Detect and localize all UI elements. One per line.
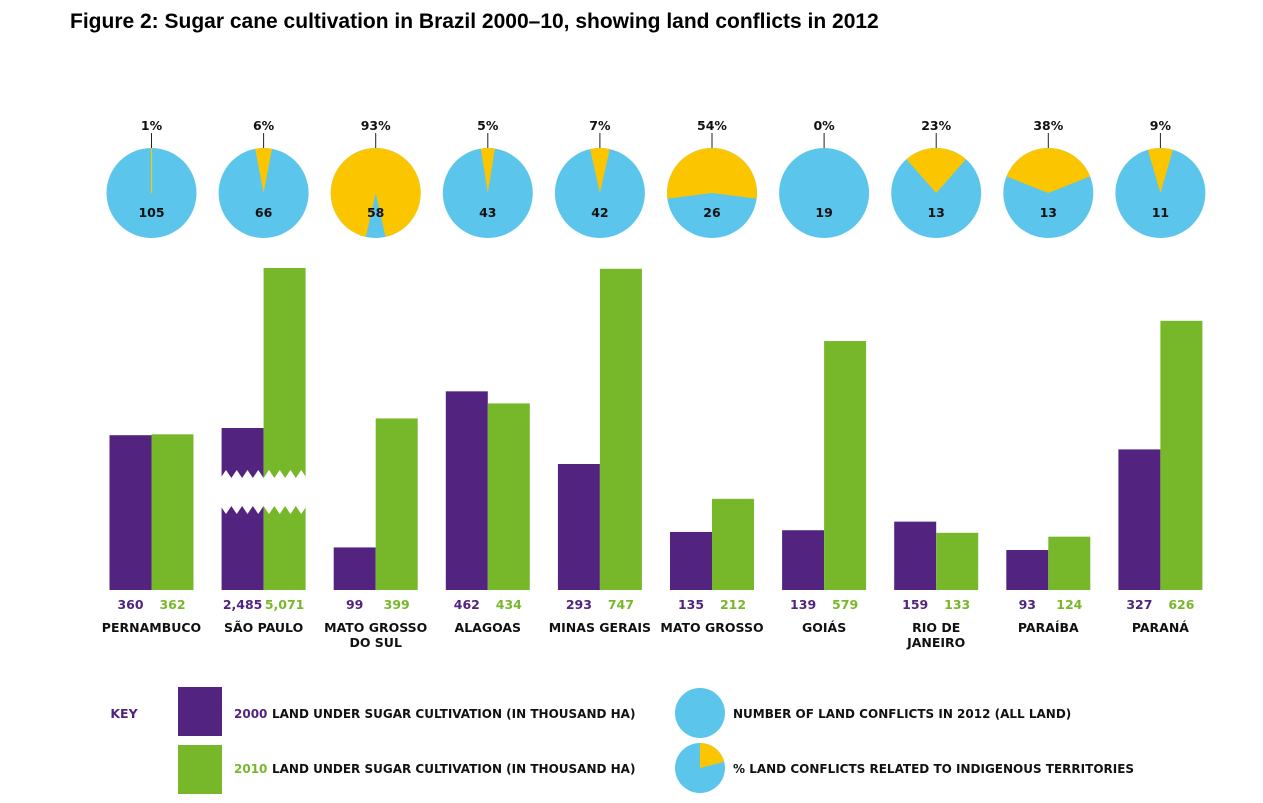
bar-2000 xyxy=(894,521,937,590)
pct-label: 7% xyxy=(589,118,611,133)
bar-2000 xyxy=(1118,449,1161,590)
value-label-2010: 399 xyxy=(384,597,410,612)
key-pie-indigenous-slice xyxy=(700,743,725,768)
category-label: JANEIRO xyxy=(906,635,965,650)
indigenous-slice xyxy=(590,147,610,193)
pct-label: 9% xyxy=(1150,118,1172,133)
category-label: RIO DE xyxy=(912,620,960,635)
category-labels: 360 362 PERNAMBUCO 2,485 5,071 SÃO PAULO 99 399… xyxy=(102,597,1195,650)
conflict-pie xyxy=(779,148,870,238)
bar-2010 xyxy=(375,418,418,590)
bar-2000 xyxy=(1006,550,1049,590)
conflict-count-label: 42 xyxy=(591,205,608,220)
key-swatch-2000 xyxy=(178,687,222,736)
indigenous-slice xyxy=(667,148,757,199)
value-label-2010: 5,071 xyxy=(265,597,305,612)
key-pie-all xyxy=(675,688,725,738)
bar-2010 xyxy=(936,532,979,590)
conflict-count-label: 13 xyxy=(927,205,944,220)
category-label: PARAÍBA xyxy=(1018,620,1079,635)
pct-label: 5% xyxy=(477,118,499,133)
value-label-2000: 2,485 xyxy=(223,597,263,612)
legend: KEY 2000 LAND UNDER SUGAR CULTIVATION (IN … xyxy=(110,687,1134,794)
category-label: PERNAMBUCO xyxy=(102,620,201,635)
value-label-2010: 747 xyxy=(608,597,634,612)
key-label-2010: LAND UNDER SUGAR CULTIVATION (IN THOUSAN… xyxy=(272,762,635,776)
indigenous-slice xyxy=(1006,147,1091,193)
conflict-count-label: 11 xyxy=(1152,205,1169,220)
indigenous-slice xyxy=(480,147,495,193)
value-label-2000: 135 xyxy=(678,597,704,612)
bar-2010 xyxy=(712,498,754,590)
indigenous-slice xyxy=(255,148,273,193)
key-label-2000: LAND UNDER SUGAR CULTIVATION (IN THOUSAN… xyxy=(272,707,635,721)
key-swatch-2010 xyxy=(178,745,222,794)
conflict-count-label: 58 xyxy=(367,205,384,220)
value-label-2010: 579 xyxy=(832,597,858,612)
bar-2010 xyxy=(1048,536,1091,590)
conflict-count-label: 19 xyxy=(815,205,832,220)
pct-label: 54% xyxy=(697,118,727,133)
conflict-count-label: 105 xyxy=(138,205,164,220)
conflict-count-label: 43 xyxy=(479,205,496,220)
value-label-2010: 212 xyxy=(720,597,746,612)
category-label: DO SUL xyxy=(349,635,402,650)
value-label-2010: 133 xyxy=(944,597,970,612)
pct-label: 6% xyxy=(253,118,275,133)
bar-2000 xyxy=(333,547,376,590)
pct-label: 0% xyxy=(813,118,835,133)
axis-break-marker xyxy=(220,470,307,514)
bar-2010 xyxy=(151,434,194,590)
chart-title: Figure 2: Sugar cane cultivation in Braz… xyxy=(70,10,879,33)
pct-label: 23% xyxy=(921,118,951,133)
value-label-2000: 360 xyxy=(117,597,143,612)
value-label-2010: 434 xyxy=(496,597,522,612)
value-label-2010: 362 xyxy=(159,597,185,612)
bar-2010 xyxy=(824,341,867,590)
bar-2000 xyxy=(445,391,488,590)
bar-groups xyxy=(109,268,1203,590)
bar-2000 xyxy=(557,464,600,590)
pct-label: 38% xyxy=(1033,118,1063,133)
bar-2000 xyxy=(109,435,152,590)
bar-2010 xyxy=(263,268,306,590)
bar-2010 xyxy=(1160,320,1203,590)
pie-row: 1% 105 6% 66 93% 58 5% 43 7% 42 54% 26 0% 19 23% 13 38% 1… xyxy=(106,118,1206,238)
value-label-2000: 99 xyxy=(346,597,363,612)
category-label: GOIÁS xyxy=(802,620,846,635)
key-label-pie-indigenous: % LAND CONFLICTS RELATED TO INDIGENOUS T… xyxy=(733,762,1134,776)
category-label: SÃO PAULO xyxy=(224,620,303,635)
key-year-2010: 2010 xyxy=(234,762,267,776)
bar-2000 xyxy=(670,531,712,590)
category-label: MATO GROSSO xyxy=(324,620,427,635)
pct-label: 1% xyxy=(141,118,163,133)
bar-2010 xyxy=(487,403,530,590)
bar-2010 xyxy=(599,268,642,590)
conflict-count-label: 26 xyxy=(703,205,721,220)
key-title: KEY xyxy=(110,706,138,721)
key-label-pie-all: NUMBER OF LAND CONFLICTS IN 2012 (ALL LA… xyxy=(733,707,1071,721)
value-label-2000: 139 xyxy=(790,597,816,612)
bar-2000 xyxy=(782,530,825,590)
category-label: MINAS GERAIS xyxy=(549,620,651,635)
value-label-2000: 462 xyxy=(454,597,480,612)
conflict-count-label: 13 xyxy=(1040,205,1057,220)
key-year-2000: 2000 xyxy=(234,707,267,721)
indigenous-slice xyxy=(330,148,421,237)
value-label-2000: 327 xyxy=(1126,597,1152,612)
value-label-2000: 159 xyxy=(902,597,928,612)
value-label-2010: 124 xyxy=(1056,597,1082,612)
category-label: MATO GROSSO xyxy=(660,620,763,635)
indigenous-slice xyxy=(1147,148,1173,193)
category-label: ALAGOAS xyxy=(455,620,522,635)
pct-label: 93% xyxy=(361,118,391,133)
value-label-2000: 93 xyxy=(1019,597,1036,612)
conflict-count-label: 66 xyxy=(255,205,273,220)
category-label: PARANÁ xyxy=(1132,620,1189,635)
value-label-2000: 293 xyxy=(566,597,592,612)
indigenous-slice xyxy=(906,148,966,193)
value-label-2010: 626 xyxy=(1168,597,1194,612)
